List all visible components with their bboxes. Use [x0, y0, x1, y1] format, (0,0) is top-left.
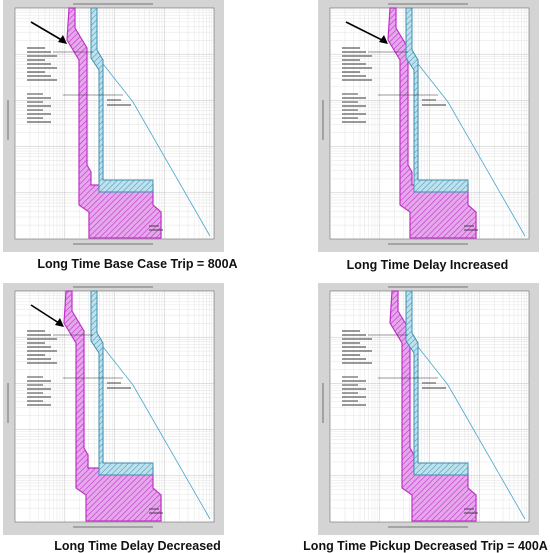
feeder-breaker-curve	[90, 7, 154, 193]
feeder-breaker-curve	[405, 7, 469, 193]
tcc-chart-delay-decreased	[3, 283, 224, 535]
cable-damage-curve	[95, 337, 211, 520]
cable-damage-curve	[95, 54, 211, 237]
axis-label-strips	[7, 3, 153, 245]
feeder-breaker-curve	[405, 290, 469, 476]
main-breaker-curve	[387, 7, 477, 239]
settings-note-block	[342, 47, 478, 231]
arrow-indicator-icon	[30, 304, 64, 327]
tcc-plot	[7, 3, 215, 245]
caption-pickup-decreased: Long Time Pickup Decreased Trip = 400A	[303, 539, 548, 553]
tcc-chart-delay-increased	[318, 0, 539, 252]
cable-damage-curve	[410, 54, 526, 237]
caption-base-case: Long Time Base Case Trip = 800A	[37, 257, 238, 271]
main-breaker-curve	[66, 7, 162, 239]
settings-note-block	[342, 330, 478, 514]
tcc-plot	[322, 3, 530, 245]
feeder-breaker-curve	[90, 290, 154, 476]
axis-label-strips	[322, 3, 468, 245]
settings-note-block	[27, 47, 163, 231]
axis-label-strips	[7, 286, 153, 528]
tcc-plot	[7, 286, 215, 528]
arrow-indicator-icon	[30, 21, 67, 44]
tcc-chart-pickup-decreased	[318, 283, 539, 535]
tcc-plot	[322, 286, 530, 528]
tcc-chart-base-case	[3, 0, 224, 252]
axis-label-strips	[322, 286, 468, 528]
caption-delay-decreased: Long Time Delay Decreased	[54, 539, 221, 553]
caption-delay-increased: Long Time Delay Increased	[346, 258, 509, 272]
log-grid	[14, 8, 214, 240]
cable-damage-curve	[410, 337, 526, 520]
arrow-indicator-icon	[345, 21, 388, 44]
settings-note-block	[27, 330, 163, 514]
